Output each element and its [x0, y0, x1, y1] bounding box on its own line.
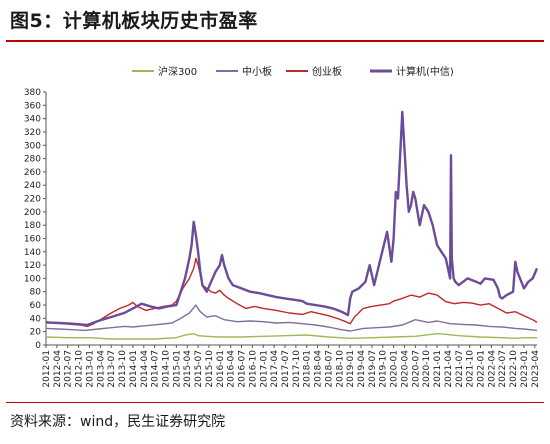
- y-tick-label: 120: [24, 261, 41, 271]
- x-tick-label: 2023-01: [520, 350, 530, 388]
- x-tick-label: 2017-04: [270, 350, 280, 388]
- y-tick-label: 380: [24, 88, 41, 98]
- x-tick-label: 2013-10: [118, 350, 128, 388]
- x-tick-label: 2014-04: [140, 350, 150, 388]
- x-tick-label: 2022-10: [509, 350, 519, 388]
- y-tick-label: 360: [24, 101, 41, 111]
- x-tick-label: 2015-04: [183, 350, 193, 388]
- x-tick-label: 2018-04: [314, 350, 324, 388]
- x-tick-label: 2017-07: [281, 350, 291, 388]
- x-tick-label: 2017-01: [259, 350, 269, 388]
- legend-label-4: 计算机(中信): [396, 65, 454, 78]
- x-tick-label: 2018-10: [335, 350, 345, 388]
- y-tick-label: 160: [24, 234, 41, 244]
- series-line-4: [45, 110, 539, 327]
- series-line-1: [45, 333, 537, 340]
- title-divider: [6, 40, 544, 42]
- y-tick-label: 180: [24, 221, 41, 231]
- series-line-2: [45, 304, 538, 332]
- legend-label-3: 创业板: [312, 65, 342, 78]
- y-tick-label: 0: [35, 341, 41, 351]
- y-tick-label: 300: [24, 141, 41, 151]
- y-tick-label: 220: [24, 195, 41, 205]
- footer-divider: [6, 402, 544, 403]
- x-tick-label: 2012-07: [64, 350, 74, 388]
- y-tick-label: 40: [30, 314, 42, 324]
- x-tick-label: 2019-07: [368, 350, 378, 388]
- x-tick-label: 2018-07: [324, 350, 334, 388]
- y-tick-label: 140: [24, 248, 41, 258]
- legend-label-1: 沪深300: [158, 65, 197, 78]
- x-tick-label: 2016-07: [238, 350, 248, 388]
- y-tick-label: 240: [24, 181, 41, 191]
- y-tick-label: 80: [30, 288, 42, 298]
- legend-label-2: 中小板: [242, 65, 272, 78]
- x-tick-label: 2019-04: [357, 350, 367, 388]
- x-tick-label: 2019-10: [379, 350, 389, 388]
- x-tick-label: 2021-01: [433, 350, 443, 388]
- x-tick-label: 2012-01: [42, 350, 52, 388]
- y-tick-label: 20: [30, 328, 42, 338]
- x-tick-label: 2020-01: [390, 350, 400, 388]
- x-tick-label: 2012-10: [75, 350, 85, 388]
- x-tick-label: 2020-04: [400, 350, 410, 388]
- x-tick-label: 2021-10: [466, 350, 476, 388]
- x-tick-label: 2018-01: [303, 350, 313, 388]
- x-tick-label: 2013-04: [96, 350, 106, 388]
- y-tick-label: 320: [24, 128, 41, 138]
- x-tick-label: 2015-01: [172, 350, 182, 388]
- x-tick-label: 2015-07: [194, 350, 204, 388]
- x-tick-label: 2015-10: [205, 350, 215, 388]
- y-tick-label: 340: [24, 115, 41, 125]
- x-tick-label: 2021-04: [444, 350, 454, 388]
- y-tick-label: 280: [24, 155, 41, 165]
- y-tick-label: 100: [24, 274, 41, 284]
- line-chart: 沪深300 中小板 创业板 计算机(中信) 0 20 40 60 80 100 120 140 160 1…: [24, 65, 541, 388]
- x-tick-label: 2019-01: [346, 350, 356, 388]
- x-tick-label: 2020-10: [422, 350, 432, 388]
- chart-title: 图5：计算机板块历史市盈率: [10, 10, 258, 32]
- x-tick-label: 2022-04: [487, 350, 497, 388]
- x-tick-label: 2014-07: [151, 350, 161, 388]
- x-tick-label: 2017-10: [292, 350, 302, 388]
- x-tick-label: 2014-01: [129, 350, 139, 388]
- x-tick-label: 2012-04: [53, 350, 63, 388]
- series-line-3: [45, 257, 538, 328]
- x-tick-label: 2016-01: [216, 350, 226, 388]
- y-tick-label: 60: [30, 301, 42, 311]
- y-tick-label: 260: [24, 168, 41, 178]
- x-tick-label: 2013-07: [107, 350, 117, 388]
- source-note: 资料来源：wind，民生证券研究院: [10, 414, 226, 430]
- y-tick-label: 200: [24, 208, 41, 218]
- x-tick-label: 2013-01: [85, 350, 95, 388]
- x-tick-label: 2020-07: [411, 350, 421, 388]
- x-tick-label: 2016-10: [248, 350, 258, 388]
- x-tick-label: 2014-10: [161, 350, 171, 388]
- x-tick-label: 2021-07: [455, 350, 465, 388]
- x-tick-label: 2016-04: [227, 350, 237, 388]
- x-tick-label: 2023-04: [531, 350, 541, 388]
- x-tick-label: 2022-01: [477, 350, 487, 388]
- x-tick-label: 2022-07: [498, 350, 508, 388]
